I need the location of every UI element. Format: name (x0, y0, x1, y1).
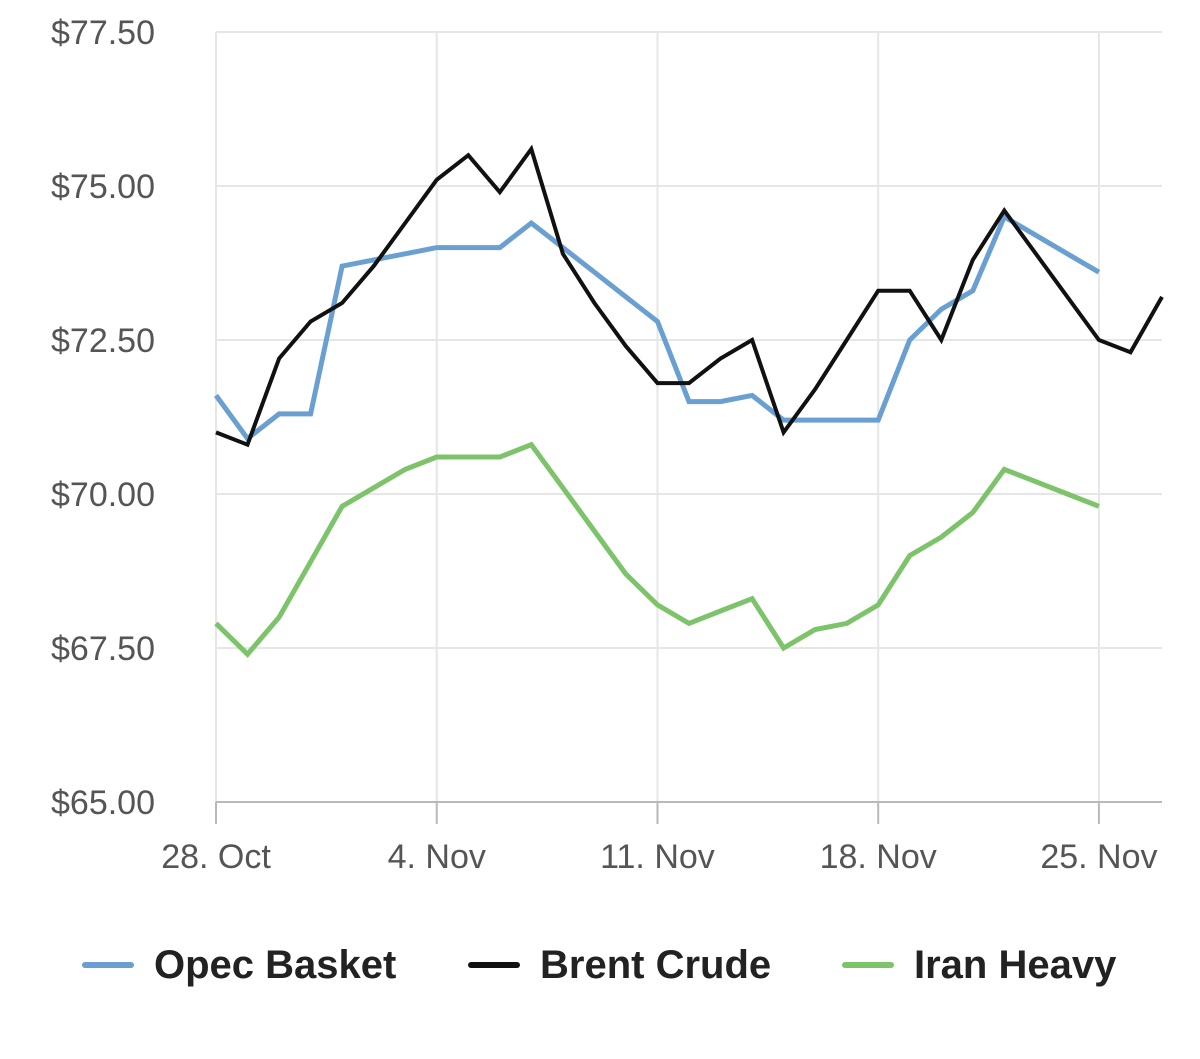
y-tick-label: $65.00 (51, 784, 155, 822)
legend-item-iran-heavy[interactable]: Iran Heavy (842, 930, 1116, 1000)
axes (215, 801, 1162, 824)
y-tick-label: $72.50 (51, 322, 155, 360)
legend-swatch (468, 962, 520, 968)
y-axis-tick-labels: $77.50 $75.00 $72.50 $70.00 $67.50 $65.00 (51, 14, 155, 822)
line-chart: $77.50 $75.00 $72.50 $70.00 $67.50 $65.00 28.… (51, 14, 1164, 876)
series-line-iran-heavy (214, 441, 1100, 658)
y-tick-label: $75.00 (51, 168, 155, 206)
legend: Opec Basket Brent Crude Iran Heavy (0, 930, 1200, 1000)
x-tick-label: 4. Nov (388, 838, 486, 876)
series-line-opec-basket (213, 213, 1101, 443)
legend-item-opec-basket[interactable]: Opec Basket (82, 930, 396, 1000)
legend-label: Iran Heavy (914, 942, 1117, 987)
legend-item-brent-crude[interactable]: Brent Crude (468, 930, 771, 1000)
legend-label: Brent Crude (540, 942, 772, 987)
x-tick-label: 18. Nov (820, 838, 937, 876)
y-tick-label: $70.00 (51, 476, 155, 514)
x-axis-tick-labels: 28. Oct 4. Nov 11. Nov 18. Nov 25. Nov (161, 838, 1157, 876)
legend-label: Opec Basket (154, 942, 397, 987)
legend-swatch (82, 962, 134, 968)
series-line-brent-crude (215, 144, 1164, 448)
y-tick-label: $77.50 (51, 14, 155, 52)
gridlines (215, 31, 1162, 802)
x-tick-label: 25. Nov (1040, 838, 1157, 876)
x-tick-label: 11. Nov (600, 838, 715, 876)
y-tick-label: $67.50 (51, 630, 155, 668)
series-lines (213, 144, 1164, 658)
x-tick-label: 28. Oct (161, 838, 271, 876)
legend-swatch (842, 962, 894, 968)
